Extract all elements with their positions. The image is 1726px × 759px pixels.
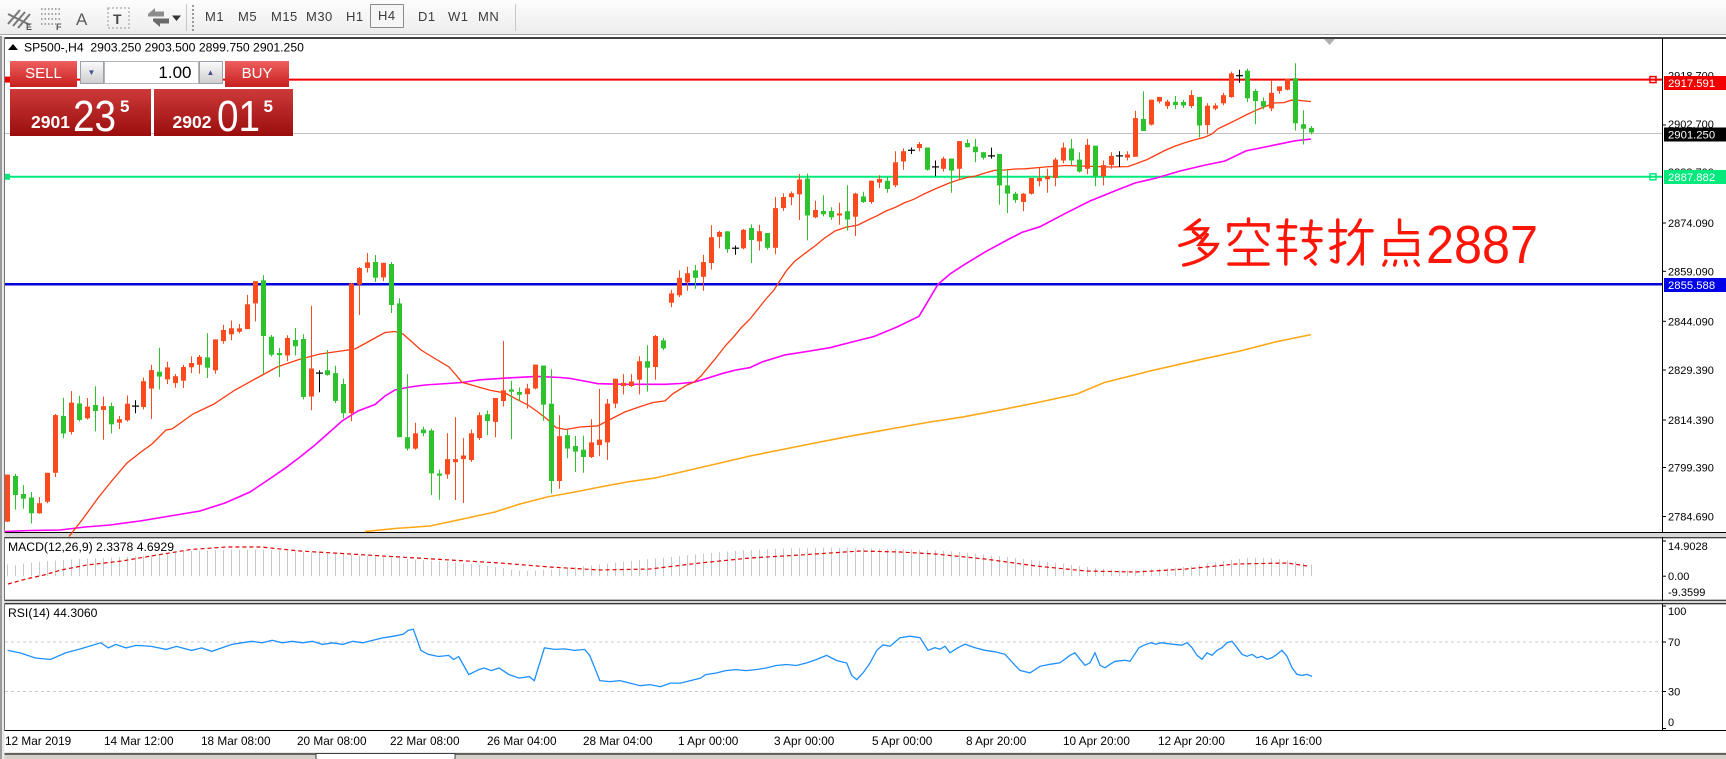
svg-text:2887.882: 2887.882 [1668,172,1715,184]
svg-text:A: A [76,10,88,29]
svg-text:18 Mar 08:00: 18 Mar 08:00 [201,734,271,748]
svg-text:MACD(12,26,9) 2.3378 4.6929: MACD(12,26,9) 2.3378 4.6929 [8,540,174,554]
svg-text:F: F [56,22,62,32]
svg-text:1 Apr 00:00: 1 Apr 00:00 [678,734,739,748]
svg-text:5 Apr 00:00: 5 Apr 00:00 [872,734,933,748]
svg-text:-9.3599: -9.3599 [1668,587,1705,599]
svg-text:2917.591: 2917.591 [1668,78,1715,90]
svg-text:2844.090: 2844.090 [1668,316,1714,328]
svg-text:2829.390: 2829.390 [1668,365,1714,377]
svg-text:16 Apr 16:00: 16 Apr 16:00 [1255,734,1322,748]
svg-text:E: E [26,22,32,32]
svg-text:8 Apr 20:00: 8 Apr 20:00 [966,734,1027,748]
svg-text:T: T [113,11,122,27]
svg-text:70: 70 [1668,637,1680,649]
svg-text:10 Apr 20:00: 10 Apr 20:00 [1063,734,1130,748]
svg-text:SP500-,H4 2903.250 2903.500 2: SP500-,H4 2903.250 2903.500 2899.750 290… [24,41,304,55]
svg-text:2859.090: 2859.090 [1668,266,1714,278]
svg-text:100: 100 [1668,606,1686,618]
svg-text:12 Apr 20:00: 12 Apr 20:00 [1158,734,1225,748]
svg-text:2901.250: 2901.250 [1668,130,1715,142]
svg-text:26 Mar 04:00: 26 Mar 04:00 [487,734,557,748]
svg-text:2874.090: 2874.090 [1668,218,1714,230]
svg-text:2887: 2887 [1426,215,1538,275]
svg-text:2784.690: 2784.690 [1668,512,1714,524]
svg-text:14 Mar 12:00: 14 Mar 12:00 [104,734,174,748]
svg-text:30: 30 [1668,687,1680,699]
svg-text:0: 0 [1668,717,1674,729]
svg-text:0.00: 0.00 [1668,571,1689,583]
svg-text:2855.588: 2855.588 [1668,280,1715,292]
svg-text:22 Mar 08:00: 22 Mar 08:00 [390,734,460,748]
svg-text:RSI(14) 44.3060: RSI(14) 44.3060 [8,606,98,620]
svg-text:2799.390: 2799.390 [1668,463,1714,475]
svg-text:20 Mar 08:00: 20 Mar 08:00 [297,734,367,748]
svg-text:14.9028: 14.9028 [1668,541,1708,553]
svg-text:3 Apr 00:00: 3 Apr 00:00 [774,734,835,748]
svg-text:2814.390: 2814.390 [1668,415,1714,427]
svg-text:12 Mar 2019: 12 Mar 2019 [5,734,71,748]
svg-text:28 Mar 04:00: 28 Mar 04:00 [583,734,653,748]
